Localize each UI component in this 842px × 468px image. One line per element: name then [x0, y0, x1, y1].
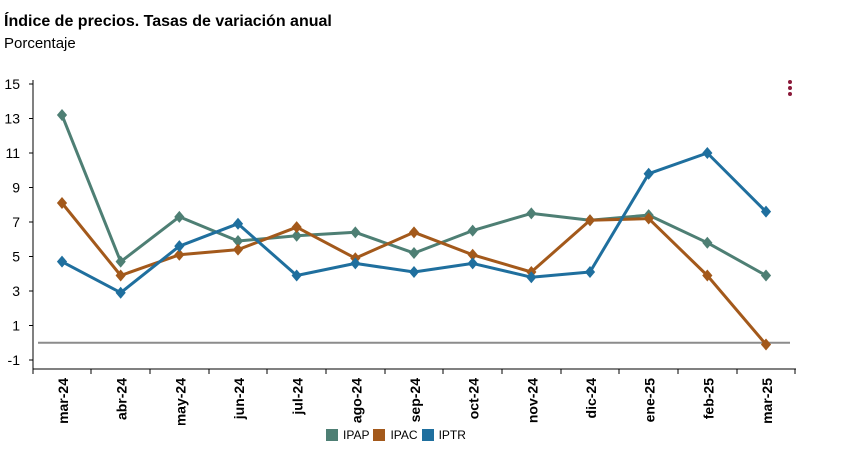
data-point-ipac [115, 269, 126, 282]
x-tick-label: dic-24 [583, 378, 599, 419]
legend-label-iptr: IPTR [438, 428, 466, 442]
legend-label-ipap: IPAP [343, 428, 370, 442]
y-tick-label: 3 [12, 283, 20, 299]
data-point-ipap [408, 247, 420, 260]
y-tick-label: 13 [4, 111, 20, 127]
x-tick-label: abr-24 [114, 378, 130, 420]
data-point-ipap [115, 255, 126, 268]
vertical-dots-menu-icon[interactable] [782, 78, 798, 98]
y-tick-label: 5 [12, 249, 20, 265]
y-tick-label: 9 [12, 180, 20, 196]
data-point-iptr [232, 217, 244, 230]
data-point-ipap [467, 224, 478, 237]
data-point-iptr [526, 271, 537, 284]
x-tick-label: jul-24 [290, 378, 306, 416]
data-point-iptr [408, 266, 420, 279]
data-point-ipac [408, 226, 420, 239]
data-point-ipac [702, 269, 713, 282]
data-point-ipap [350, 226, 361, 239]
data-point-ipac [291, 221, 302, 234]
data-point-iptr [174, 240, 185, 253]
legend-item-ipac[interactable]: IPAC [373, 428, 418, 442]
x-tick-label: sep-24 [407, 378, 423, 423]
line-chart: 15 13 11 9 7 5 3 1 -1 mar-24 abr-24 may-24 jun-24 jul… [4, 76, 796, 425]
data-point-iptr [291, 269, 302, 282]
data-point-ipap [174, 210, 185, 223]
data-point-iptr [584, 266, 596, 279]
y-tick-label: 1 [12, 318, 20, 334]
data-point-iptr [467, 257, 478, 270]
data-point-ipac [760, 338, 772, 351]
x-tick-label: nov-24 [524, 378, 540, 423]
data-point-ipap [232, 234, 244, 247]
data-point-ipap [760, 269, 772, 282]
data-point-ipac [584, 214, 596, 227]
chart-legend: IPAP IPAC IPTR [326, 428, 466, 442]
legend-label-ipac: IPAC [390, 428, 418, 442]
legend-item-iptr[interactable]: IPTR [421, 428, 466, 442]
data-point-iptr [56, 255, 68, 268]
data-point-ipap [526, 207, 537, 220]
data-point-ipac [56, 197, 68, 210]
data-point-iptr [350, 257, 361, 270]
x-tick-label: mar-25 [759, 378, 775, 424]
x-tick-label: oct-24 [466, 378, 482, 419]
x-tick-label: may-24 [172, 378, 188, 425]
x-tick-label: ago-24 [348, 378, 364, 423]
chart-title: Índice de precios. Tasas de variación an… [4, 13, 332, 30]
data-point-ipap [56, 109, 68, 122]
data-point-ipap [291, 229, 302, 242]
data-point-ipac [232, 243, 244, 256]
data-point-ipac [643, 212, 654, 225]
legend-item-ipap[interactable]: IPAP [326, 428, 369, 442]
legend-swatch-iptr [421, 429, 434, 441]
y-tick-label: 11 [5, 145, 20, 161]
y-tick-label: 15 [4, 76, 20, 92]
x-tick-label: feb-25 [700, 378, 716, 419]
data-point-iptr [760, 205, 772, 218]
x-tick-label: mar-24 [55, 378, 71, 424]
y-tick-label: 7 [12, 214, 20, 230]
data-point-ipac [174, 248, 185, 261]
chart-subtitle: Porcentaje [4, 35, 76, 52]
data-point-iptr [643, 167, 654, 180]
legend-swatch-ipac [373, 429, 386, 441]
data-point-iptr [115, 286, 126, 299]
data-point-iptr [702, 147, 713, 159]
x-tick-label: ene-25 [642, 378, 658, 423]
data-point-ipap [702, 236, 713, 249]
x-tick-label: jun-24 [231, 378, 247, 420]
legend-swatch-ipap [326, 429, 338, 441]
y-tick-label: -1 [8, 352, 21, 368]
data-point-ipac [467, 248, 478, 261]
